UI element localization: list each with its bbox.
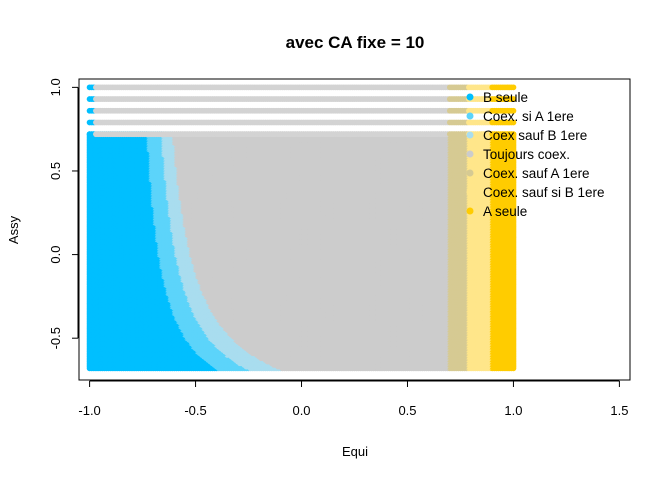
chart-title: avec CA fixe = 10 (286, 33, 425, 52)
plot-area (87, 84, 517, 371)
